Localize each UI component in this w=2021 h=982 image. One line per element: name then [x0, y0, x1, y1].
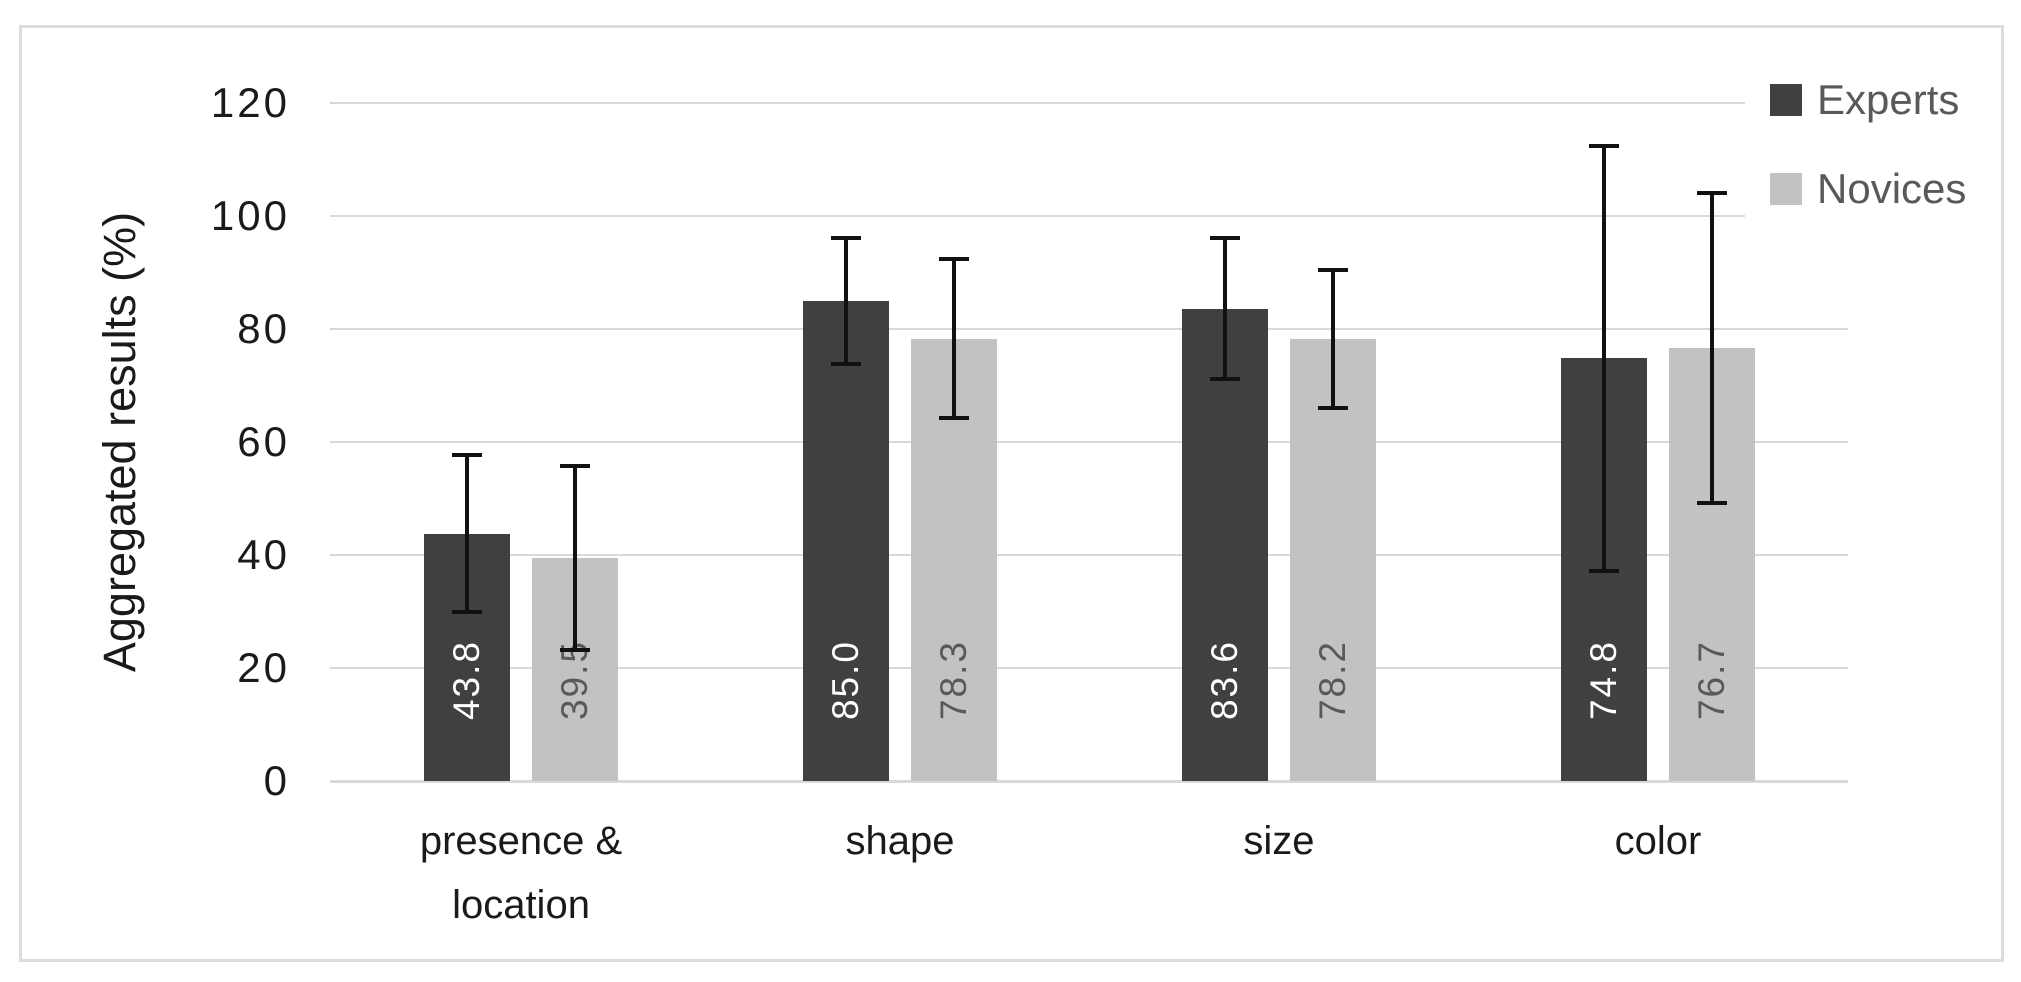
bar-novices-size: 78.2	[1290, 339, 1376, 781]
error-bar-cap-bottom	[1589, 569, 1619, 574]
error-bar-cap-bottom	[452, 609, 482, 614]
error-bar-experts-presence-location	[452, 453, 482, 614]
gridline-20	[330, 667, 1848, 669]
category-label-shape: shape	[845, 819, 955, 863]
error-bar-stem	[1602, 143, 1606, 574]
gridline-60	[330, 441, 1848, 443]
value-label-novices-shape: 78.3	[933, 639, 974, 720]
error-bar-stem	[465, 453, 469, 614]
error-bar-cap-top	[560, 464, 590, 469]
error-bar-stem	[844, 235, 848, 366]
gridline-120	[330, 102, 1848, 104]
error-bar-novices-color	[1697, 190, 1727, 505]
error-bar-cap-bottom	[831, 361, 861, 366]
bar-experts-shape: 85.0	[803, 300, 889, 781]
category-label-presence-location: presence & location	[419, 819, 623, 927]
gridline-40	[330, 554, 1848, 556]
error-bar-cap-top	[1210, 236, 1240, 241]
gridline-80	[330, 328, 1848, 330]
error-bar-experts-color	[1589, 143, 1619, 574]
error-bar-cap-top	[452, 453, 482, 458]
category-label-size: size	[1243, 819, 1315, 863]
legend-item-experts: Experts	[1770, 76, 2001, 124]
error-bar-cap-bottom	[939, 415, 969, 420]
gridline-100	[330, 215, 1848, 217]
error-bar-cap-top	[1697, 190, 1727, 195]
legend-label-experts: Experts	[1817, 75, 1960, 123]
experts-swatch-icon	[1770, 83, 1802, 116]
legend-label-novices: Novices	[1817, 164, 1967, 212]
y-tick-80: 80	[237, 305, 290, 352]
error-bar-novices-presence-location	[560, 464, 590, 652]
y-tick-20: 20	[237, 644, 290, 691]
value-label-novices-color: 76.7	[1691, 639, 1732, 720]
error-bar-stem	[1710, 190, 1714, 505]
y-tick-60: 60	[237, 418, 290, 465]
y-tick-40: 40	[237, 531, 290, 578]
error-bar-stem	[1331, 267, 1335, 411]
error-bar-stem	[1223, 236, 1227, 381]
error-bar-cap-bottom	[1318, 406, 1348, 411]
bar-experts-size: 83.6	[1182, 308, 1268, 781]
error-bar-cap-bottom	[1210, 376, 1240, 381]
error-bar-stem	[573, 464, 577, 652]
gridline-0	[330, 780, 1848, 783]
error-bar-novices-shape	[939, 257, 969, 420]
error-bar-experts-size	[1210, 236, 1240, 381]
error-bar-stem	[952, 257, 956, 420]
legend-item-novices: Novices	[1770, 165, 2001, 213]
error-bar-cap-bottom	[560, 647, 590, 652]
error-bar-novices-size	[1318, 267, 1348, 411]
error-bar-cap-bottom	[1697, 500, 1727, 505]
error-bar-cap-top	[831, 235, 861, 240]
error-bar-cap-top	[1318, 267, 1348, 272]
novices-swatch-icon	[1770, 172, 1802, 205]
error-bar-experts-shape	[831, 235, 861, 366]
legend: Experts Novices	[1745, 55, 2001, 233]
y-tick-0: 0	[263, 757, 290, 804]
category-label-color: color	[1614, 819, 1702, 863]
error-bar-cap-top	[1589, 143, 1619, 148]
error-bar-cap-top	[939, 257, 969, 262]
y-tick-100: 100	[210, 192, 290, 239]
y-tick-120: 120	[210, 79, 290, 126]
value-label-novices-size: 78.2	[1312, 639, 1353, 720]
